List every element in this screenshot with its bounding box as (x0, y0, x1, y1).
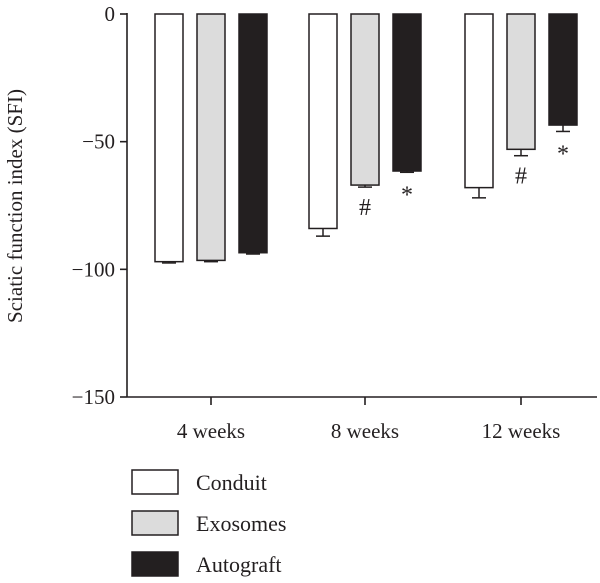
bar-conduit-3 (464, 13, 494, 189)
significance-marker: # (359, 195, 371, 221)
bar-exosomes-2 (350, 13, 380, 186)
x-tick-label: 8 weeks (331, 419, 399, 443)
legend-swatch-autograft (131, 551, 179, 577)
x-tick-label: 4 weeks (177, 419, 245, 443)
legend-label-exosomes: Exosomes (196, 511, 286, 536)
y-tick-label: 0 (105, 2, 116, 26)
y-tick-label: −50 (82, 130, 115, 154)
bar-autograft-1 (238, 13, 268, 254)
significance-marker: * (557, 141, 569, 167)
bar-conduit-2 (308, 13, 338, 230)
legend-label-autograft: Autograft (196, 552, 282, 577)
y-tick-label: −150 (72, 385, 115, 409)
legend-swatch-exosomes (131, 510, 179, 536)
bar-autograft-2 (392, 13, 422, 172)
plot-area: 0 −50 −100 −150 4 weeks 8 weeks 12 weeks # * # * (72, 2, 597, 443)
legend-label-conduit: Conduit (196, 470, 267, 495)
legend: Conduit Exosomes Autograft (131, 469, 286, 577)
bar-exosomes-3 (506, 13, 536, 151)
y-tick-label: −100 (72, 257, 115, 281)
significance-marker: # (515, 164, 527, 190)
legend-swatch-conduit (131, 469, 179, 495)
bar-conduit-1 (154, 13, 184, 263)
y-axis-title: Sciatic function index (SFI) (3, 89, 27, 323)
bar-exosomes-1 (196, 13, 226, 262)
significance-marker: * (401, 182, 413, 208)
x-tick-label: 12 weeks (482, 419, 561, 443)
bar-autograft-3 (548, 13, 578, 126)
